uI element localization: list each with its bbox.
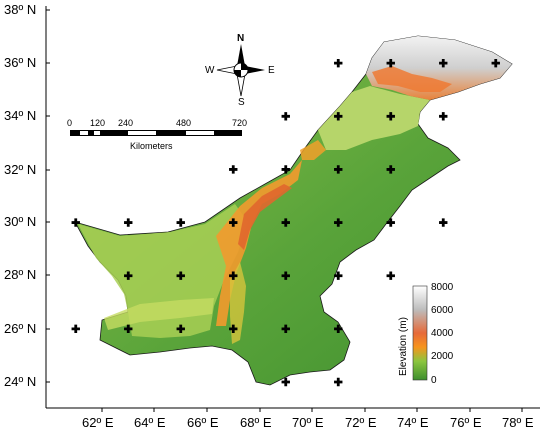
scale-tick-0: 0 xyxy=(67,118,72,128)
compass-east: E xyxy=(268,65,275,76)
compass-south: S xyxy=(238,97,245,108)
station-marker-icon xyxy=(334,377,343,387)
station-marker-icon xyxy=(281,377,290,387)
legend-tick-4000: 4000 xyxy=(431,328,454,339)
lat-label-26: 26º N xyxy=(4,321,36,336)
lon-label-70: 70º E xyxy=(292,415,324,430)
station-marker-icon xyxy=(386,112,395,121)
station-marker-icon xyxy=(229,324,238,334)
lat-label-32: 32º N xyxy=(4,162,36,177)
lon-label-76: 76º E xyxy=(450,415,482,430)
scale-bar: 0 120 240 480 720 Kilometers xyxy=(67,118,247,151)
station-marker-icon xyxy=(334,112,343,121)
station-marker-icon xyxy=(229,218,238,227)
elevation-legend: Elevation (m) 8000 6000 4000 2000 0 xyxy=(398,282,454,386)
legend-tick-6000: 6000 xyxy=(431,305,454,316)
lon-label-68: 68º E xyxy=(240,415,272,430)
station-marker-icon xyxy=(176,271,185,280)
scale-tick-240: 240 xyxy=(118,118,133,128)
legend-title: Elevation (m) xyxy=(398,317,409,376)
longitude-ticks xyxy=(101,408,523,412)
station-marker-icon xyxy=(71,324,80,334)
station-marker-icon xyxy=(439,58,448,68)
station-marker-icon xyxy=(439,218,448,227)
station-marker-icon xyxy=(281,324,290,334)
high-peaks-orange xyxy=(372,66,452,92)
sulaiman-peaks xyxy=(238,184,292,250)
longitude-labels: 62º E 64º E 66º E 68º E 70º E 72º E 74º … xyxy=(82,415,534,430)
lat-label-34: 34º N xyxy=(4,108,36,123)
station-markers xyxy=(71,58,500,387)
station-marker-icon xyxy=(386,218,395,227)
compass-north: N xyxy=(237,33,244,44)
lon-label-72: 72º E xyxy=(345,415,377,430)
station-marker-icon xyxy=(281,218,290,227)
legend-tick-0: 0 xyxy=(431,375,437,386)
makran-ridges xyxy=(104,298,214,330)
northern-highlands xyxy=(318,86,430,150)
lon-label-64: 64º E xyxy=(134,415,166,430)
legend-tick-2000: 2000 xyxy=(431,351,454,362)
lon-label-66: 66º E xyxy=(187,415,219,430)
latitude-ticks xyxy=(46,9,50,383)
station-marker-icon xyxy=(386,58,395,68)
lat-label-30: 30º N xyxy=(4,214,36,229)
khyber-ridge xyxy=(300,140,326,160)
lat-label-38: 38º N xyxy=(4,2,36,17)
scale-unit-label: Kilometers xyxy=(130,141,173,151)
station-marker-icon xyxy=(229,271,238,280)
station-marker-icon xyxy=(281,165,290,174)
station-marker-icon xyxy=(386,165,395,174)
station-marker-icon xyxy=(334,324,343,334)
station-marker-icon xyxy=(334,218,343,227)
station-marker-icon xyxy=(334,271,343,280)
station-marker-icon xyxy=(439,112,448,121)
lat-label-28: 28º N xyxy=(4,267,36,282)
scale-tick-720: 720 xyxy=(232,118,247,128)
lat-label-24: 24º N xyxy=(4,374,36,389)
legend-tick-8000: 8000 xyxy=(431,282,454,293)
station-marker-icon xyxy=(334,58,343,68)
station-marker-icon xyxy=(176,218,185,227)
scale-tick-120: 120 xyxy=(90,118,105,128)
station-marker-icon xyxy=(124,218,133,227)
latitude-labels: 38º N 36º N 34º N 32º N 30º N 28º N 26º … xyxy=(4,2,36,389)
station-marker-icon xyxy=(491,58,500,68)
station-marker-icon xyxy=(229,165,238,174)
station-marker-icon xyxy=(124,324,133,334)
compass-rose-icon: N S W E xyxy=(205,33,275,108)
station-marker-icon xyxy=(281,271,290,280)
compass-west: W xyxy=(205,65,215,76)
lon-label-62: 62º E xyxy=(82,415,114,430)
station-marker-icon xyxy=(281,112,290,121)
lon-label-78: 78º E xyxy=(502,415,534,430)
lat-label-36: 36º N xyxy=(4,55,36,70)
station-marker-icon xyxy=(386,271,395,280)
kirthar-range xyxy=(230,262,246,344)
station-marker-icon xyxy=(124,271,133,280)
scale-tick-480: 480 xyxy=(176,118,191,128)
sulaiman-range xyxy=(216,160,302,326)
station-marker-icon xyxy=(334,165,343,174)
lon-label-74: 74º E xyxy=(397,415,429,430)
station-marker-icon xyxy=(176,324,185,334)
station-marker-icon xyxy=(71,218,80,227)
